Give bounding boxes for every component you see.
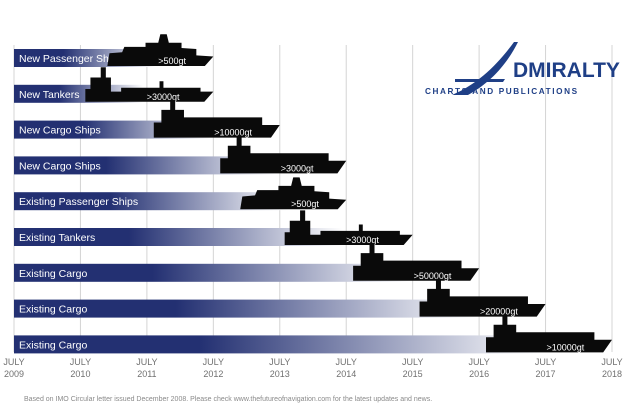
- threshold-label: >10000gt: [546, 342, 584, 352]
- timeline-bar: [14, 192, 288, 211]
- timeline-row: Existing Cargo >20000gt: [14, 278, 546, 318]
- threshold-label: >10000gt: [214, 128, 252, 138]
- row-label: Existing Cargo: [19, 339, 87, 351]
- x-tick-label-month: JULY: [468, 357, 489, 367]
- tanker-ship-icon: [284, 210, 413, 245]
- threshold-label: >3000gt: [346, 235, 379, 245]
- timeline-rows: New Passenger Ships >500gt New Tankers >300…: [14, 34, 612, 354]
- x-tick-label-month: JULY: [336, 357, 357, 367]
- logo-wordmark: DMIRALTY: [513, 59, 620, 82]
- x-tick-label-year: 2016: [469, 369, 489, 379]
- timeline-row: New Tankers >3000gt: [14, 67, 214, 103]
- threshold-label: >3000gt: [281, 163, 314, 173]
- threshold-label: >50000gt: [414, 271, 452, 281]
- timeline-row: Existing Cargo >10000gt: [14, 314, 612, 354]
- footnote: Based on IMO Circular letter issued Dece…: [24, 396, 433, 403]
- logo-subtitle: CHARTS AND PUBLICATIONS: [425, 87, 579, 96]
- row-label: New Passenger Ships: [19, 53, 122, 65]
- cargo-ship-icon: [486, 314, 612, 353]
- x-tick-label-year: 2009: [4, 369, 24, 379]
- cargo-ship-icon: [153, 99, 280, 138]
- cargo-ship-icon: [353, 242, 480, 281]
- threshold-label: >500gt: [158, 56, 186, 66]
- timeline-row: New Cargo Ships >3000gt: [14, 135, 347, 175]
- passenger-ship-icon: [107, 34, 214, 66]
- timeline-bar: [14, 156, 277, 175]
- row-label: Existing Passenger Ships: [19, 196, 138, 208]
- row-label: Existing Cargo: [19, 304, 87, 316]
- timeline-bar: [14, 299, 477, 318]
- x-tick-label-month: JULY: [70, 357, 91, 367]
- admiralty-logo: DMIRALTY CHARTS AND PUBLICATIONS: [425, 42, 620, 96]
- x-tick-label-month: JULY: [136, 357, 157, 367]
- row-label: Existing Tankers: [19, 232, 95, 244]
- admiralty-logo-swoosh-icon: [452, 42, 518, 95]
- x-tick-label-month: JULY: [203, 357, 224, 367]
- threshold-label: >500gt: [291, 199, 319, 209]
- x-tick-label-month: JULY: [402, 357, 423, 367]
- threshold-label: >3000gt: [147, 92, 180, 102]
- timeline-row: Existing Passenger Ships >500gt: [14, 177, 347, 211]
- cargo-ship-icon: [220, 135, 347, 174]
- row-label: New Cargo Ships: [19, 160, 101, 172]
- timeline-bar: [14, 263, 410, 282]
- x-axis-ticks: JULY 2009 JULY 2010 JULY 2011 JULY 2012 JULY 2013…: [3, 357, 622, 379]
- x-tick-label-month: JULY: [3, 357, 24, 367]
- timeline-bar: [14, 335, 543, 354]
- x-tick-label-month: JULY: [601, 357, 622, 367]
- row-label: New Cargo Ships: [19, 125, 101, 137]
- x-tick-label-month: JULY: [269, 357, 290, 367]
- passenger-ship-icon: [240, 177, 347, 210]
- timeline-bar: [14, 228, 343, 246]
- timeline-row: Existing Cargo >50000gt: [14, 242, 480, 282]
- x-tick-label-month: JULY: [535, 357, 556, 367]
- x-tick-label-year: 2017: [536, 369, 556, 379]
- x-tick-label-year: 2013: [270, 369, 290, 379]
- x-tick-label-year: 2010: [70, 369, 90, 379]
- timeline-row: Existing Tankers >3000gt: [14, 210, 413, 246]
- threshold-label: >20000gt: [480, 307, 518, 317]
- x-tick-label-year: 2011: [137, 369, 156, 379]
- x-tick-label-year: 2014: [336, 369, 356, 379]
- row-label: Existing Cargo: [19, 268, 87, 280]
- x-tick-label-year: 2012: [203, 369, 223, 379]
- tanker-ship-icon: [85, 67, 214, 102]
- cargo-ship-icon: [419, 278, 546, 317]
- x-tick-label-year: 2018: [602, 369, 622, 379]
- timeline-row: New Cargo Ships >10000gt: [14, 99, 280, 139]
- x-tick-label-year: 2015: [403, 369, 423, 379]
- row-label: New Tankers: [19, 89, 80, 101]
- timeline-row: New Passenger Ships >500gt: [14, 34, 214, 67]
- admiralty-logo-rule-icon: [455, 79, 505, 82]
